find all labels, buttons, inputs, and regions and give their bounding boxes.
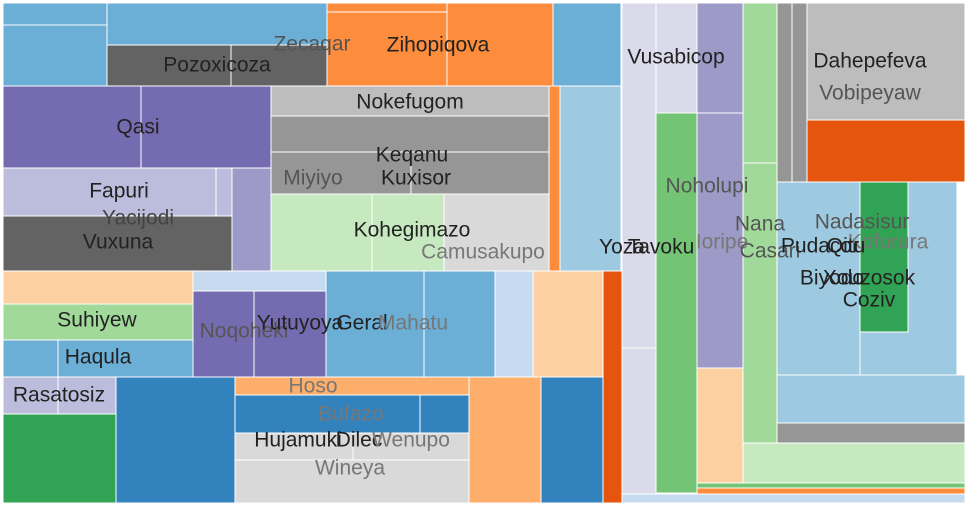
treemap-cell-50	[540, 376, 604, 504]
treemap-cell-8	[552, 2, 622, 87]
treemap-cell-39	[57, 376, 117, 415]
treemap-cell-16	[215, 167, 233, 217]
treemap-cell-qasi	[2, 85, 142, 169]
treemap-cell-mahatu	[423, 270, 496, 378]
treemap-cell-vobipeyaw	[806, 2, 966, 124]
treemap-cell-28	[2, 303, 194, 341]
treemap-cell-vuxuna	[2, 215, 233, 272]
treemap-cell-kohegimazo	[270, 193, 373, 272]
treemap-cell-41	[115, 376, 236, 504]
treemap-cell-bufazo	[234, 394, 421, 434]
treemap-cell-30	[2, 339, 59, 378]
treemap-cell-80	[621, 493, 966, 504]
treemap-cell-75	[776, 374, 966, 424]
treemap-cell-camusakupo	[443, 193, 550, 272]
treemap-cell-hoso	[234, 376, 470, 396]
treemap-cell-76	[776, 422, 966, 444]
treemap-cell-55	[696, 2, 744, 114]
treemap-cell-pozoxicoza	[106, 44, 232, 87]
treemap-cell-37	[602, 270, 623, 504]
treemap-cell-ioripe	[696, 112, 744, 369]
treemap-cell-79	[696, 487, 966, 495]
treemap-cell-49	[468, 376, 542, 504]
treemap-cell-coziv	[859, 181, 909, 333]
treemap-cell-63	[791, 2, 808, 184]
treemap-cell-7	[446, 2, 554, 87]
treemap-cell-10	[140, 85, 272, 169]
treemap-cell-nokefugom	[270, 85, 550, 117]
treemap-cell-biyodo	[776, 181, 861, 376]
treemap-cell-23	[548, 85, 561, 272]
treemap-cell-5	[326, 2, 448, 13]
treemap-cell-78	[696, 482, 966, 489]
treemap-cell-fapuri	[2, 167, 217, 217]
treemap-cell-0	[2, 2, 108, 26]
treemap-cell-zihopiqova	[326, 11, 450, 87]
treemap-cell-zecaqar	[230, 44, 328, 87]
treemap-cell-40	[2, 413, 117, 504]
treemap-cell-2	[2, 24, 108, 87]
treemap-cell-53	[655, 2, 698, 114]
treemap-cell-21	[371, 193, 445, 272]
treemap-cell-36	[532, 270, 604, 378]
treemap-cell-yutuyoya	[253, 290, 327, 378]
treemap-cell-wineya	[234, 459, 470, 504]
treemap-cell-24	[559, 85, 622, 272]
treemap-cell-35	[494, 270, 534, 378]
treemap-cell-58	[696, 367, 744, 484]
treemap-cell-yoza	[621, 2, 657, 349]
treemap-cell-77	[742, 442, 966, 484]
treemap-cell-casari	[742, 162, 778, 444]
treemap-cell-26	[192, 270, 327, 292]
treemap-cell-miyiyo	[270, 151, 412, 195]
treemap-cell-67	[806, 119, 966, 183]
treemap-cell-tavoku	[655, 112, 698, 494]
treemap-cell-59	[742, 2, 778, 164]
treemap-cell-geral	[325, 270, 425, 378]
treemap-cell-kuxisor	[410, 151, 550, 195]
treemap-cell-17	[231, 167, 272, 272]
treemap-cell-1	[106, 2, 328, 46]
treemap-cell-44	[419, 394, 470, 434]
treemap-cell-25	[2, 270, 194, 305]
treemap-cell-rasatosiz	[2, 376, 59, 415]
treemap-cell-noqoheki	[192, 290, 255, 378]
treemap-cell-62	[776, 2, 793, 184]
